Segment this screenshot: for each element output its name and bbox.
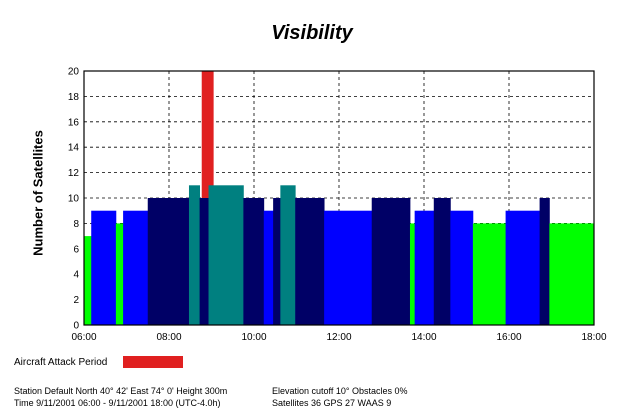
station-info: Station Default North 40° 42' East 74° 0… <box>14 386 228 396</box>
x-tick-label: 10:00 <box>241 332 266 343</box>
x-tick-label: 14:00 <box>411 332 436 343</box>
visibility-bar <box>409 223 416 325</box>
x-tick-label: 08:00 <box>156 332 181 343</box>
elevation-info: Elevation cutoff 10° Obstacles 0% <box>272 386 408 396</box>
visibility-bar <box>539 198 550 325</box>
visibility-bar <box>84 236 92 325</box>
visibility-bar <box>243 198 265 325</box>
y-tick-label: 4 <box>73 270 79 281</box>
legend-swatch-attack <box>123 356 184 368</box>
y-tick-label: 10 <box>68 194 80 205</box>
visibility-bar <box>433 198 451 325</box>
visibility-bar <box>472 223 506 325</box>
y-tick-label: 8 <box>73 219 79 230</box>
x-tick-label: 06:00 <box>71 332 96 343</box>
visibility-bar <box>295 198 325 325</box>
visibility-bar <box>324 210 373 325</box>
x-tick-label: 12:00 <box>326 332 351 343</box>
satellite-info: Satellites 36 GPS 27 WAAS 9 <box>272 398 392 408</box>
y-tick-label: 16 <box>68 117 80 128</box>
y-tick-label: 18 <box>68 92 80 103</box>
chart-title: Visibility <box>271 22 353 44</box>
visibility-bar <box>414 210 435 325</box>
y-tick-label: 14 <box>68 143 80 154</box>
visibility-bar <box>505 210 540 325</box>
plot-frame <box>83 70 595 326</box>
x-tick-label: 18:00 <box>581 332 606 343</box>
visibility-bar <box>160 198 190 325</box>
legend: Aircraft Attack Period <box>14 356 184 368</box>
visibility-bar <box>549 223 595 325</box>
bars <box>84 71 595 325</box>
y-tick-label: 0 <box>73 321 79 332</box>
visibility-bar <box>280 185 296 325</box>
visibility-bar <box>91 210 117 325</box>
visibility-bar <box>450 210 474 325</box>
visibility-bar <box>371 198 411 325</box>
visibility-bar <box>263 210 274 325</box>
y-tick-labels: 0 2 4 6 8 10 12 14 16 18 20 <box>68 67 80 332</box>
time-info: Time 9/11/2001 06:00 - 9/11/2001 18:00 (… <box>14 398 221 408</box>
visibility-bar <box>273 198 281 325</box>
visibility-bar <box>208 185 244 325</box>
x-tick-labels: 06:00 08:00 10:00 12:00 14:00 16:00 18:00 <box>71 332 606 343</box>
y-tick-label: 6 <box>73 244 79 255</box>
visibility-bar <box>199 198 209 325</box>
legend-label: Aircraft Attack Period <box>14 356 108 368</box>
x-tick-label: 16:00 <box>496 332 521 343</box>
y-tick-label: 12 <box>68 168 80 179</box>
visibility-bar <box>147 198 161 325</box>
visibility-bar <box>188 185 200 325</box>
y-tick-label: 20 <box>68 67 80 78</box>
y-tick-label: 2 <box>73 295 79 306</box>
visibility-bar <box>115 223 124 325</box>
visibility-bar <box>123 210 149 325</box>
